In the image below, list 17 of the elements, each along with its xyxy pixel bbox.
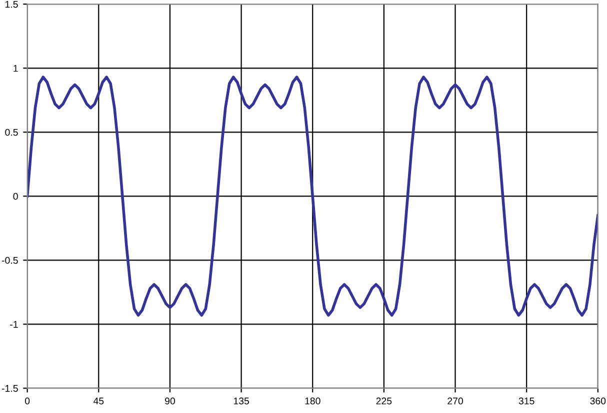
x-tick-label: 315 — [518, 398, 534, 404]
y-tick-label: 0 — [13, 192, 18, 200]
x-tick-label: 90 — [165, 398, 175, 404]
y-tick-label: 1 — [14, 64, 18, 72]
x-tick-label: 270 — [448, 398, 463, 404]
y-tick-label: -1 — [10, 321, 18, 328]
x-tick-label: 360 — [590, 398, 606, 404]
line-series — [27, 76, 598, 317]
x-tick-label: 135 — [234, 398, 249, 404]
y-tick-label: -1.5 — [2, 385, 18, 392]
x-tick-label: 45 — [93, 398, 104, 404]
x-tick-label: 180 — [305, 398, 320, 404]
x-tick-label: 0 — [24, 398, 30, 404]
y-tick-label: -0.5 — [2, 256, 18, 264]
x-tick-label: 225 — [376, 398, 392, 404]
y-tick-label: 1.5 — [6, 0, 18, 8]
y-tick-label: 0.5 — [5, 128, 18, 136]
